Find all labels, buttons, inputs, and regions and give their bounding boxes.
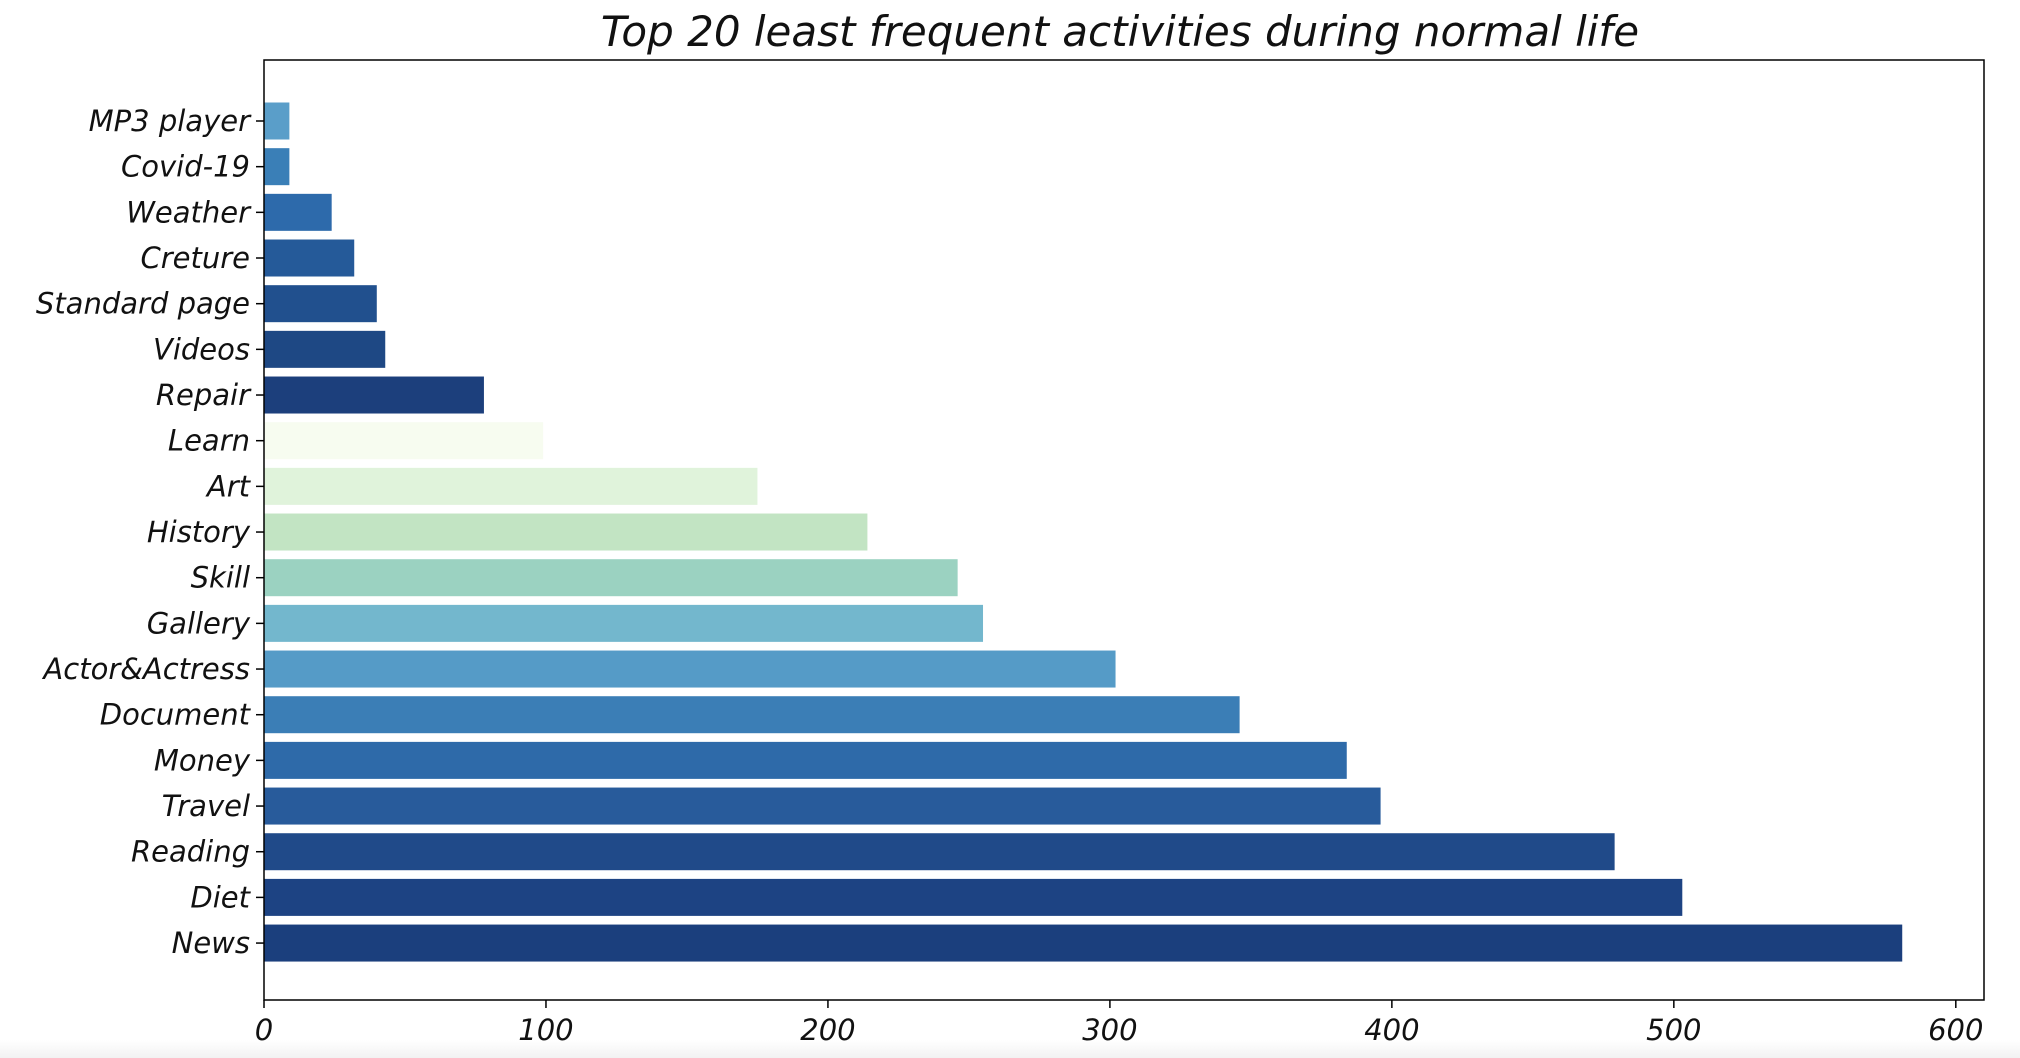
chart-title: Top 20 least frequent activities during … — [601, 7, 1639, 56]
y-tick-label: Travel — [162, 789, 250, 823]
y-axis: MP3 player Covid-19 Weather Creture Standard… — [36, 104, 264, 960]
bar — [264, 513, 868, 551]
plot-frame — [263, 59, 1985, 1001]
y-tick-label: News — [172, 926, 250, 960]
y-tick-label: Diet — [190, 880, 251, 914]
bar — [264, 376, 484, 414]
y-tick-label: Creture — [140, 241, 250, 275]
y-tick-label: Money — [154, 743, 251, 777]
bar — [264, 422, 544, 460]
bar — [264, 604, 984, 642]
window-bottom-edge — [0, 1040, 2020, 1058]
y-tick-label: Gallery — [147, 606, 251, 640]
bar — [264, 559, 958, 597]
y-tick-label: Videos — [153, 332, 250, 366]
y-tick-label: Weather — [126, 195, 252, 229]
y-tick-label: Learn — [168, 424, 250, 458]
bar — [264, 148, 290, 186]
x-tick-label: 0 — [255, 1013, 273, 1047]
bar — [264, 193, 332, 231]
y-tick-label: History — [147, 515, 251, 549]
bar — [264, 696, 1240, 734]
y-tick-label: Reading — [131, 835, 250, 869]
bar — [264, 878, 1683, 916]
y-tick-label: Skill — [191, 561, 250, 595]
y-tick-label: Standard page — [36, 287, 250, 321]
bar — [264, 650, 1116, 688]
y-tick-label: Actor&Actress — [41, 652, 250, 686]
y-tick-label: MP3 player — [89, 104, 252, 138]
bars-layer — [264, 102, 1903, 962]
bar — [264, 239, 355, 277]
bar — [264, 467, 758, 505]
bar — [264, 787, 1381, 825]
bar — [264, 330, 386, 368]
bar — [264, 833, 1615, 871]
bar — [264, 102, 290, 140]
y-tick-label: Covid-19 — [121, 150, 250, 184]
y-tick-label: Art — [205, 469, 252, 503]
bar — [264, 924, 1903, 962]
bar — [264, 285, 377, 323]
bar — [264, 741, 1347, 779]
y-tick-label: Repair — [156, 378, 252, 412]
y-tick-label: Document — [100, 698, 252, 732]
